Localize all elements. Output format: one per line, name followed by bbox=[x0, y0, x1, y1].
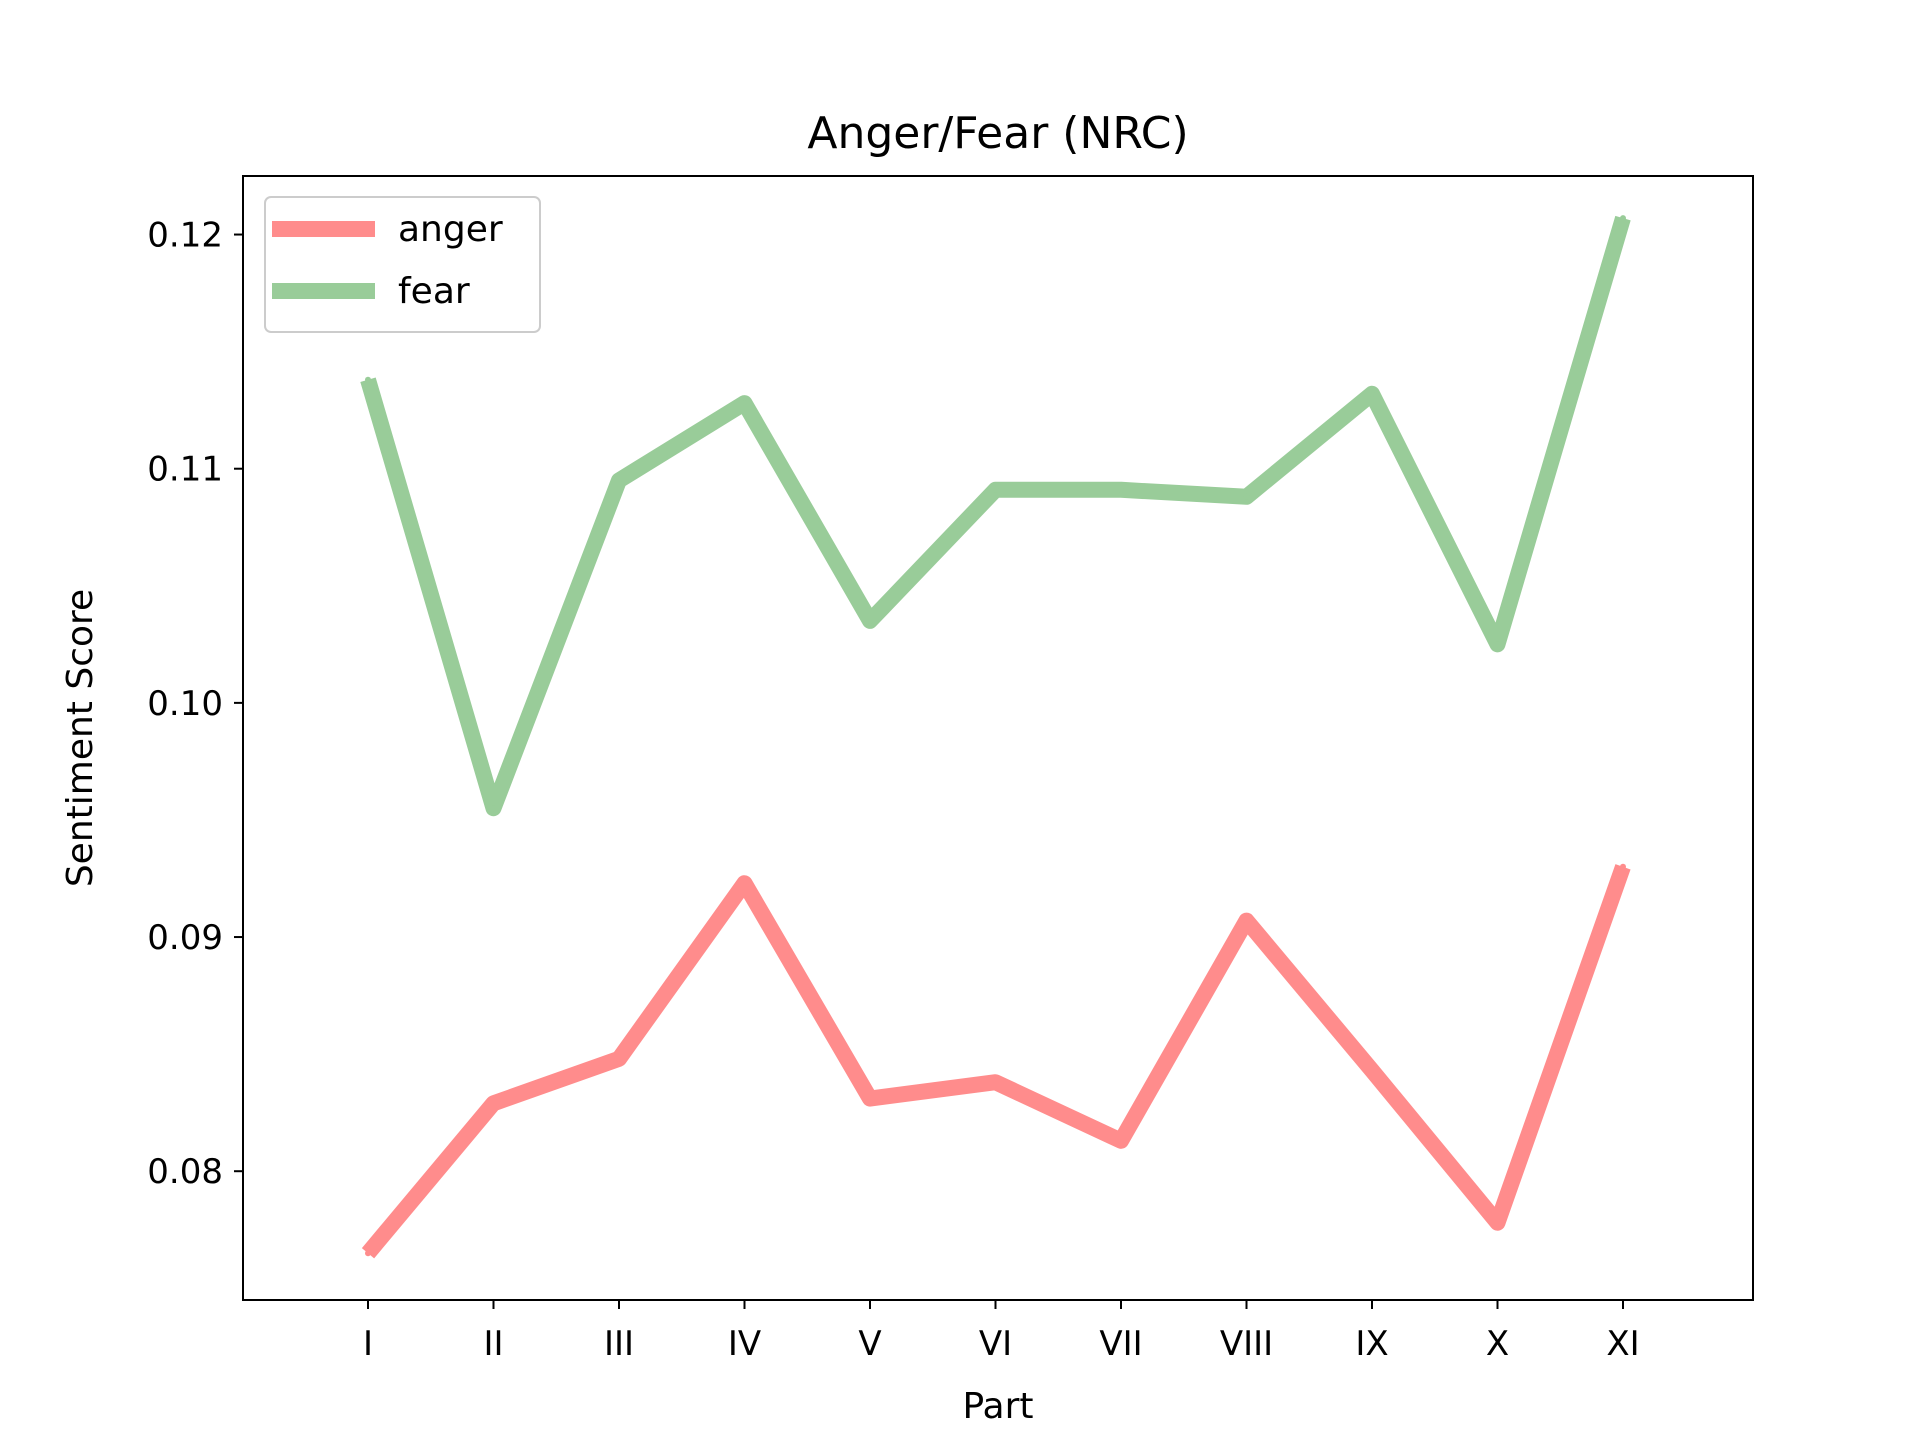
y-axis: 0.08 0.09 0.10 0.11 0.12 bbox=[147, 216, 243, 1192]
chart-title: Anger/Fear (NRC) bbox=[807, 108, 1188, 159]
x-tick-label: VI bbox=[979, 1324, 1012, 1364]
x-tick-label: II bbox=[483, 1324, 503, 1364]
fear-point-VIII bbox=[1243, 493, 1250, 500]
x-tick-label: IV bbox=[728, 1324, 761, 1364]
legend-label-anger: anger bbox=[398, 209, 503, 250]
anger-point-VIII bbox=[1243, 917, 1250, 924]
anger-point-VII bbox=[1118, 1137, 1124, 1144]
plot-area bbox=[360, 215, 1631, 1259]
fear-point-III bbox=[616, 477, 622, 484]
fear-point-VI bbox=[992, 486, 999, 493]
x-tick-label: V bbox=[858, 1324, 881, 1364]
x-tick-label: I bbox=[363, 1324, 373, 1364]
anger-series-line bbox=[361, 864, 1631, 1259]
y-tick-label: 0.10 bbox=[147, 684, 223, 724]
fear-point-I bbox=[365, 376, 371, 383]
anger-point-X bbox=[1494, 1219, 1501, 1226]
fear-point-IX bbox=[1369, 390, 1375, 397]
fear-point-II bbox=[490, 805, 497, 812]
anger-point-IV bbox=[741, 880, 748, 887]
x-tick-label: VII bbox=[1099, 1324, 1142, 1364]
x-tick-label: X bbox=[1486, 1324, 1509, 1364]
anger-point-III bbox=[616, 1055, 622, 1062]
anger-point-VI bbox=[992, 1079, 999, 1086]
anger-point-II bbox=[490, 1100, 497, 1107]
fear-point-VII bbox=[1118, 486, 1124, 493]
anger-point-V bbox=[867, 1095, 873, 1102]
y-tick-label: 0.08 bbox=[147, 1152, 223, 1192]
y-tick-label: 0.12 bbox=[147, 216, 223, 256]
x-tick-label: XI bbox=[1606, 1324, 1639, 1364]
legend-label-fear: fear bbox=[398, 271, 470, 312]
fear-point-X bbox=[1494, 641, 1501, 648]
anger-point-XI bbox=[1620, 863, 1626, 870]
fear-series-line bbox=[360, 215, 1631, 817]
fear-point-IV bbox=[741, 400, 748, 407]
x-tick-label: IX bbox=[1355, 1324, 1388, 1364]
x-axis-title: Part bbox=[962, 1386, 1033, 1427]
y-tick-label: 0.09 bbox=[147, 918, 223, 958]
anger-point-IX bbox=[1369, 1067, 1375, 1074]
x-tick-label: III bbox=[604, 1324, 634, 1364]
x-tick-label: VIII bbox=[1220, 1324, 1273, 1364]
fear-point-XI bbox=[1620, 215, 1626, 222]
anger-point-I bbox=[365, 1250, 371, 1257]
y-axis-title: Sentiment Score bbox=[60, 589, 101, 887]
plot-frame bbox=[242, 175, 1754, 1301]
x-axis: I II III IV V VI VII VIII IX X XI bbox=[363, 1300, 1640, 1364]
fear-point-V bbox=[867, 617, 873, 624]
legend: anger fear bbox=[264, 196, 541, 333]
y-tick-label: 0.11 bbox=[147, 450, 223, 490]
